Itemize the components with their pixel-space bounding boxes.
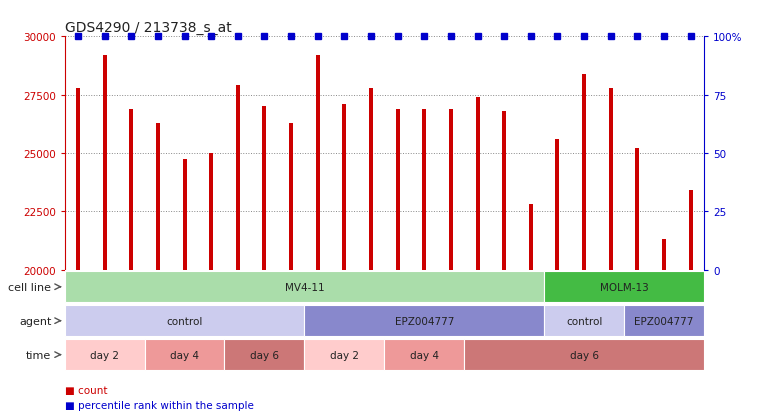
Bar <box>635 149 639 270</box>
Bar <box>544 272 704 302</box>
Bar <box>464 339 704 370</box>
Bar <box>65 339 145 370</box>
Text: ■ percentile rank within the sample: ■ percentile rank within the sample <box>65 400 253 410</box>
Bar <box>236 86 240 270</box>
Bar <box>304 306 544 336</box>
Bar <box>384 339 464 370</box>
Text: MOLM-13: MOLM-13 <box>600 282 648 292</box>
Bar <box>689 191 693 270</box>
Bar <box>145 339 224 370</box>
Text: GDS4290 / 213738_s_at: GDS4290 / 213738_s_at <box>65 21 231 35</box>
Text: cell line: cell line <box>8 282 52 292</box>
Bar <box>65 272 544 302</box>
Bar <box>449 109 453 270</box>
Bar <box>65 306 304 336</box>
Bar <box>529 205 533 270</box>
Bar <box>609 88 613 270</box>
Bar <box>263 107 266 270</box>
Bar <box>544 306 624 336</box>
Text: day 4: day 4 <box>409 350 439 360</box>
Text: MV4-11: MV4-11 <box>285 282 324 292</box>
Text: day 6: day 6 <box>569 350 599 360</box>
Bar <box>342 105 346 270</box>
Bar <box>556 140 559 270</box>
Text: control: control <box>167 316 202 326</box>
Text: day 4: day 4 <box>170 350 199 360</box>
Bar <box>476 98 479 270</box>
Bar <box>224 339 304 370</box>
Bar <box>422 109 426 270</box>
Text: EPZ004777: EPZ004777 <box>634 316 694 326</box>
Bar <box>183 159 186 270</box>
Bar <box>582 74 586 270</box>
Text: day 2: day 2 <box>330 350 359 360</box>
Text: EPZ004777: EPZ004777 <box>394 316 454 326</box>
Bar <box>316 56 320 270</box>
Text: time: time <box>26 350 52 360</box>
Bar <box>624 306 704 336</box>
Bar <box>502 112 506 270</box>
Bar <box>662 240 666 270</box>
Bar <box>396 109 400 270</box>
Bar <box>304 339 384 370</box>
Bar <box>129 109 133 270</box>
Text: control: control <box>566 316 602 326</box>
Bar <box>76 88 80 270</box>
Bar <box>369 88 373 270</box>
Text: agent: agent <box>19 316 52 326</box>
Bar <box>289 123 293 270</box>
Bar <box>209 154 213 270</box>
Bar <box>103 56 107 270</box>
Text: day 6: day 6 <box>250 350 279 360</box>
Text: day 2: day 2 <box>90 350 119 360</box>
Bar <box>156 123 160 270</box>
Text: ■ count: ■ count <box>65 385 107 395</box>
